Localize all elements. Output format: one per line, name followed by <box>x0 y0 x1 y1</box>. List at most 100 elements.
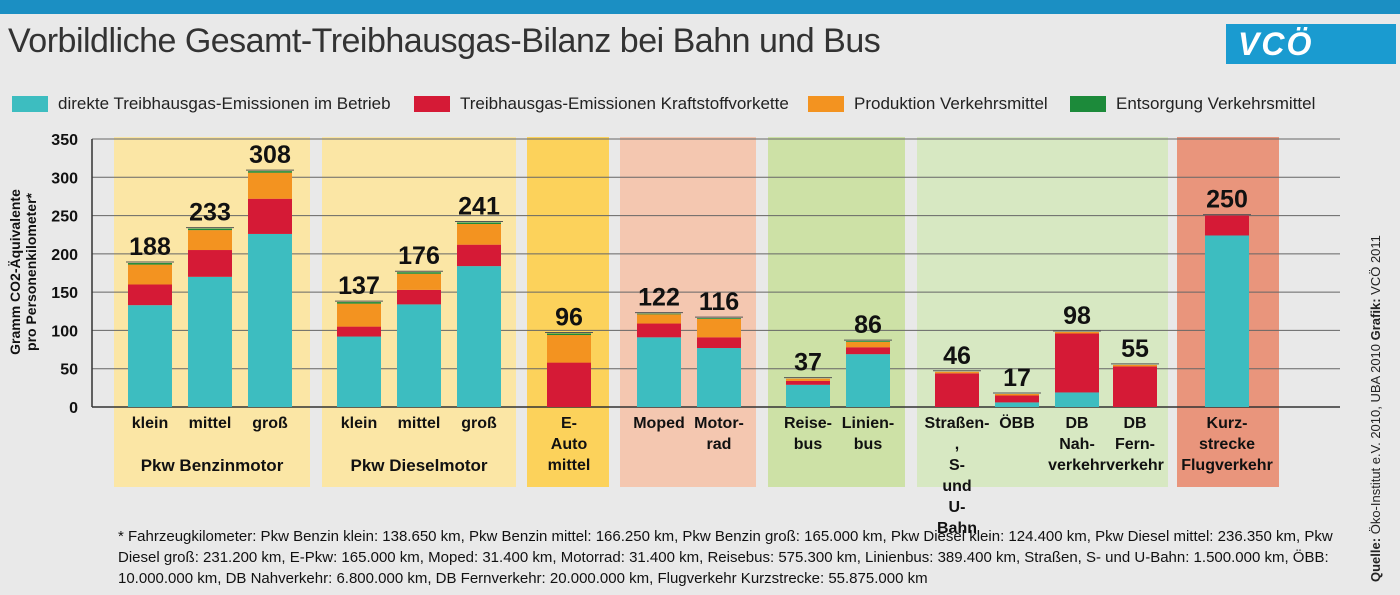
legend-swatch-direct <box>12 96 48 112</box>
x-category-label-line: S- <box>949 457 965 474</box>
x-category-label-line: Auto <box>551 436 588 453</box>
bar-total-label-3: 137 <box>338 272 380 300</box>
bar-total-label-5: 241 <box>458 192 500 220</box>
x-category-label-line: ÖBB <box>999 413 1035 432</box>
x-category-label-line: DB <box>1065 415 1088 432</box>
bar-segment-4-0 <box>397 304 441 407</box>
bar-total-label-15: 250 <box>1206 186 1248 214</box>
source-label: Quelle: <box>1368 537 1383 582</box>
group-label-1: Pkw Dieselmotor <box>351 456 488 475</box>
bar-segment-14-1 <box>1113 366 1157 407</box>
bar-segment-0-0 <box>128 305 172 407</box>
x-category-label-5: groß <box>461 415 497 432</box>
x-category-label-line: Motor- <box>694 415 744 432</box>
x-category-label-line: Linien- <box>842 415 894 432</box>
chart-legend: direkte Treibhausgas-Emissionen im Betri… <box>12 92 1400 116</box>
credit-label: Grafik: <box>1368 298 1383 341</box>
x-category-label-14: DB Fern-verkehr <box>1106 415 1164 474</box>
x-category-label-line: Bahn <box>937 520 977 537</box>
bar-total-label-10: 86 <box>854 311 882 339</box>
bar-segment-6-3 <box>547 333 591 336</box>
bar-segment-8-0 <box>697 348 741 407</box>
bar-segment-12-0 <box>995 402 1039 407</box>
x-category-label-line: und <box>942 478 971 495</box>
x-category-label-line: bus <box>854 436 883 453</box>
legend-label-production: Produktion Verkehrsmittel <box>854 94 1048 113</box>
legend-item-disposal: Entsorgung Verkehrsmittel <box>1070 92 1315 116</box>
source-credit: Quelle: Öko-Institut e.V. 2010, UBA 2010… <box>1368 235 1383 582</box>
legend-swatch-disposal <box>1070 96 1106 112</box>
bar-segment-2-1 <box>248 198 292 234</box>
bar-total-label-2: 308 <box>249 141 291 169</box>
x-category-label-line: mittel <box>548 457 591 474</box>
x-category-label-2: groß <box>252 415 288 432</box>
bar-total-label-6: 96 <box>555 303 583 331</box>
group-panel-2 <box>527 137 609 487</box>
bar-segment-0-3 <box>128 263 172 265</box>
x-category-label-line: groß <box>461 415 497 432</box>
source-text: Öko-Institut e.V. 2010, UBA 2010 <box>1368 343 1383 535</box>
y-axis-label-line-1: Gramm CO2-Äquivalente <box>7 189 23 355</box>
x-category-label-line: klein <box>341 415 377 432</box>
y-tick-label-150: 150 <box>51 285 78 302</box>
y-axis-label: Gramm CO2-Äquivalentepro Personenkilomet… <box>7 189 39 355</box>
bar-segment-15-1 <box>1205 215 1249 236</box>
bar-segment-11-2 <box>935 371 979 374</box>
x-category-label-12: ÖBB <box>999 413 1035 432</box>
bar-segment-0-1 <box>128 284 172 306</box>
x-category-label-6: E- Auto mittel <box>548 415 591 474</box>
x-category-label-8: Motor-rad <box>694 415 744 453</box>
bar-segment-3-3 <box>337 302 381 304</box>
bar-segment-10-0 <box>846 354 890 407</box>
y-tick-label-50: 50 <box>60 362 78 379</box>
bar-segment-3-2 <box>337 303 381 327</box>
x-category-label-4: mittel <box>398 415 441 432</box>
credit-text: VCÖ 2011 <box>1368 235 1383 295</box>
legend-item-fuel-chain: Treibhausgas-Emissionen Kraftstoffvorket… <box>414 92 789 116</box>
x-category-label-line: mittel <box>189 415 232 432</box>
bar-segment-8-1 <box>697 337 741 349</box>
bar-segment-6-1 <box>547 362 591 407</box>
y-tick-label-100: 100 <box>51 323 78 340</box>
y-tick-label-300: 300 <box>51 170 78 187</box>
bar-segment-4-3 <box>397 272 441 274</box>
x-category-label-0: klein <box>132 415 168 432</box>
bar-segment-6-2 <box>547 335 591 363</box>
y-tick-label-200: 200 <box>51 247 78 264</box>
x-category-label-line: Flugverkehr <box>1181 457 1273 474</box>
y-tick-label-0: 0 <box>69 400 78 417</box>
x-category-label-1: mittel <box>189 415 232 432</box>
x-category-label-line: verkehr <box>1048 457 1106 474</box>
legend-label-direct: direkte Treibhausgas-Emissionen im Betri… <box>58 94 391 113</box>
legend-swatch-production <box>808 96 844 112</box>
bar-segment-15-0 <box>1205 235 1249 407</box>
bar-total-label-12: 17 <box>1003 364 1031 392</box>
bar-segment-7-0 <box>637 337 681 407</box>
legend-item-production: Produktion Verkehrsmittel <box>808 92 1048 116</box>
bar-segment-1-2 <box>188 230 232 251</box>
bar-total-label-7: 122 <box>638 284 680 312</box>
bar-segment-5-0 <box>457 266 501 407</box>
bar-segment-7-3 <box>637 313 681 315</box>
x-category-label-13: DB Nah-verkehr <box>1048 415 1106 474</box>
bar-segment-13-2 <box>1055 331 1099 334</box>
y-tick-label-250: 250 <box>51 209 78 226</box>
bar-total-label-0: 188 <box>129 233 171 261</box>
bar-segment-0-2 <box>128 264 172 285</box>
x-category-label-line: Kurz- <box>1207 415 1248 432</box>
x-category-label-line: bus <box>794 436 823 453</box>
bar-segment-10-2 <box>846 341 890 348</box>
legend-label-fuel-chain: Treibhausgas-Emissionen Kraftstoffvorket… <box>460 94 789 113</box>
bar-segment-5-1 <box>457 244 501 267</box>
x-category-label-line: Straßen- <box>925 415 990 432</box>
x-category-label-line: groß <box>252 415 288 432</box>
x-category-label-line: rad <box>707 436 732 453</box>
vco-logo: VCÖ <box>1226 24 1396 64</box>
bar-segment-7-2 <box>637 314 681 324</box>
legend-item-direct: direkte Treibhausgas-Emissionen im Betri… <box>12 92 391 116</box>
bar-total-label-13: 98 <box>1063 302 1091 330</box>
bar-segment-10-1 <box>846 347 890 355</box>
bar-segment-5-2 <box>457 223 501 245</box>
